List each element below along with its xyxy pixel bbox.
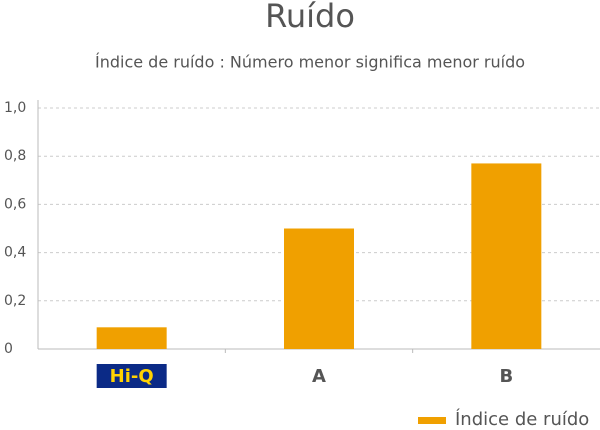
bar [96,327,167,349]
x-tick-label: A [312,366,326,387]
x-tick-label: Hi-Q [110,366,154,387]
y-tick-label: 1,0 [4,100,26,116]
y-tick-label: 0,2 [4,293,26,309]
x-tick-label: B [499,366,513,387]
brand-badge [96,364,167,388]
legend-label: Índice de ruído [455,408,589,430]
y-tick-label: 0,6 [4,196,26,212]
y-tick-label: 0,4 [4,245,26,261]
legend-swatch [418,417,446,424]
bar [471,163,542,349]
bar [284,228,354,349]
y-tick-label: 0,8 [4,148,26,164]
chart-title: Ruído [265,0,355,35]
y-tick-label: 0 [4,341,13,357]
chart-subtitle: Índice de ruído : Número menor significa… [95,53,525,72]
